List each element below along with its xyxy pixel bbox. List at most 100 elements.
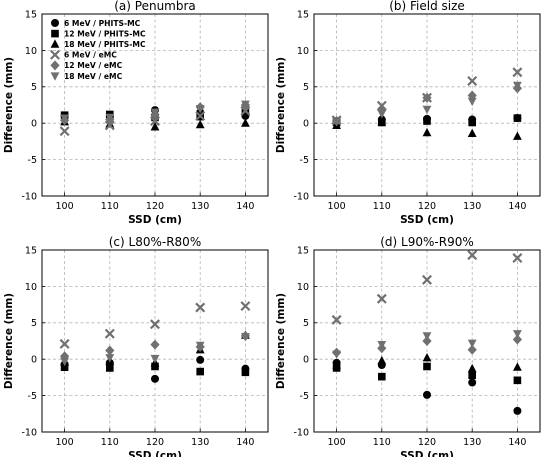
data-point — [195, 119, 205, 129]
data-point — [377, 355, 387, 365]
data-point — [150, 354, 160, 364]
x-axis-label: SSD (cm) — [400, 450, 454, 457]
data-point — [59, 126, 70, 137]
series-square — [60, 362, 250, 377]
data-point — [331, 314, 342, 325]
data-point — [467, 128, 477, 137]
data-point — [467, 363, 477, 373]
panel-2: 100 110 120 130 140 -10 -5 0 5 10 15 (b) Field size… — [275, 0, 541, 226]
x-tick-label: 130 — [463, 437, 481, 448]
y-tick-label: 5 — [31, 82, 37, 93]
x-axis-label: SSD (cm) — [400, 214, 454, 226]
y-tick-label: -5 — [28, 155, 37, 166]
data-point — [105, 113, 115, 123]
legend-item: 18 MeV / eMC — [50, 72, 123, 81]
data-point — [467, 97, 477, 107]
data-point — [195, 110, 206, 121]
x-tick-label: 140 — [236, 201, 254, 212]
data-point — [241, 100, 250, 110]
x-tick-label: 120 — [418, 201, 436, 212]
data-point — [423, 362, 431, 371]
panel-title: (b) Field size — [389, 0, 465, 13]
series-x — [59, 301, 251, 349]
data-point — [513, 330, 522, 339]
series-triangle-down — [60, 100, 250, 123]
x-tick-label: 140 — [508, 201, 526, 212]
data-point — [422, 336, 432, 346]
y-tick-label: 5 — [303, 318, 309, 329]
x-tick-label: 140 — [236, 437, 254, 448]
data-point — [150, 122, 160, 131]
y-tick-label: -10 — [293, 427, 309, 438]
data-point — [106, 364, 114, 372]
y-tick-label: 0 — [303, 355, 309, 366]
data-point — [513, 114, 522, 122]
data-point — [513, 131, 522, 140]
x-tick-label: 130 — [463, 201, 481, 212]
y-axis-label: Difference (mm) — [275, 57, 287, 153]
series-triangle-down — [60, 333, 250, 367]
legend-marker — [50, 49, 60, 60]
data-point — [468, 371, 476, 380]
y-tick-label: 5 — [303, 82, 309, 93]
data-point — [195, 105, 205, 114]
panel-title: (a) Penumbra — [114, 0, 196, 13]
x-tick-label: 140 — [508, 437, 526, 448]
y-tick-label: -5 — [28, 391, 37, 402]
y-tick-label: 10 — [25, 46, 37, 57]
data-point — [422, 332, 432, 341]
data-point — [195, 302, 206, 313]
panel-title: (c) L80%-R80% — [109, 235, 201, 249]
data-point — [59, 338, 70, 349]
data-point — [513, 81, 522, 91]
y-tick-label: -10 — [293, 191, 309, 202]
panel-title: (d) L90%-R90% — [380, 235, 474, 249]
y-axis-label: Difference (mm) — [3, 57, 15, 153]
x-tick-label: 130 — [191, 437, 209, 448]
x-tick-label: 120 — [418, 437, 436, 448]
legend-label: 12 MeV / PHITS-MC — [64, 29, 146, 38]
legend-marker — [50, 60, 60, 71]
data-point — [423, 117, 431, 125]
data-point — [467, 344, 477, 355]
legend-label: 18 MeV / PHITS-MC — [64, 40, 146, 49]
y-tick-label: 15 — [25, 245, 37, 256]
legend-item: 18 MeV / PHITS-MC — [50, 39, 146, 49]
data-point — [105, 345, 115, 356]
legend-item: 12 MeV / eMC — [50, 60, 123, 71]
data-point — [195, 341, 205, 351]
legend-label: 18 MeV / eMC — [64, 72, 123, 81]
legend-label: 6 MeV / eMC — [64, 51, 117, 60]
data-point — [332, 118, 341, 127]
legend-label: 6 MeV / PHITS-MC — [64, 19, 141, 28]
data-point — [512, 67, 523, 78]
data-point — [150, 108, 160, 118]
data-point — [377, 341, 387, 350]
y-tick-label: -10 — [21, 191, 37, 202]
data-point — [377, 110, 387, 119]
data-point — [240, 105, 251, 116]
data-point — [151, 362, 159, 371]
data-point — [422, 127, 432, 137]
x-tick-label: 110 — [373, 437, 391, 448]
data-point — [423, 390, 431, 399]
data-point — [422, 274, 432, 285]
data-point — [377, 116, 387, 126]
legend-item: 6 MeV / PHITS-MC — [51, 19, 141, 28]
data-point — [151, 374, 159, 383]
data-point — [196, 355, 205, 364]
x-tick-label: 120 — [146, 437, 164, 448]
y-tick-label: 0 — [303, 119, 309, 130]
data-point — [332, 350, 341, 359]
x-tick-label: 130 — [191, 201, 209, 212]
data-point — [467, 75, 478, 86]
data-point — [468, 118, 476, 127]
x-tick-label: 110 — [373, 201, 391, 212]
data-point — [513, 362, 522, 371]
y-axis-label: Difference (mm) — [3, 293, 15, 389]
y-tick-label: 5 — [31, 318, 37, 329]
legend-marker — [50, 39, 60, 48]
y-tick-label: -10 — [21, 427, 37, 438]
x-tick-label: 100 — [328, 201, 346, 212]
